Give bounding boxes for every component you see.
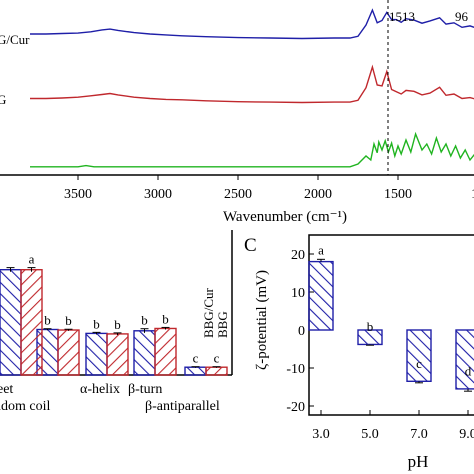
y-axis-label-zeta: ζ-potential (mV) [254, 270, 270, 370]
ftir-spectra [30, 8, 474, 168]
y-tick-label: 0 [298, 324, 305, 339]
significance-letter: b [93, 316, 100, 331]
significance-letter: c [193, 351, 199, 366]
x-tick-label: 1500 [384, 187, 412, 202]
structure-category-label: eet [0, 382, 13, 397]
structure-bar [133, 330, 156, 376]
x-axis-label-wavenumber: Wavenumber (cm⁻¹) [223, 209, 347, 225]
structure-bar [154, 327, 177, 376]
zeta-bar [308, 260, 334, 331]
structure-bar [106, 333, 129, 376]
significance-letter: b [114, 317, 121, 332]
x-tick-label-ph: 5.0 [361, 427, 379, 442]
wavenumber-axis-ticks: 3500 3000 2500 2000 1500 10 [64, 175, 474, 202]
y-tick-label: -20 [286, 400, 305, 415]
zeta-bar [455, 329, 474, 390]
x-tick-label-ph: 7.0 [410, 427, 428, 442]
significance-letter: b [141, 313, 148, 328]
series-label-gcur: G/Cur [0, 32, 30, 47]
structure-bar [0, 269, 22, 376]
significance-letter: b [367, 319, 374, 334]
x-tick-label: 3000 [144, 187, 172, 202]
significance-letter: d [465, 364, 472, 379]
structure-category-labels: eet ndom coil α-helix β-turn β-antiparallel [0, 382, 220, 414]
significance-letter: c [214, 351, 220, 366]
zeta-potential-panel: C ζ-potential (mV) 20 10 0 -10 -20 3.0 5.0 7.0 9… [244, 234, 474, 471]
structure-category-label: ndom coil [0, 399, 50, 414]
panel-label-c: C [244, 235, 257, 256]
structure-bar [205, 366, 228, 376]
x-tick-label: 2500 [224, 187, 252, 202]
x-tick-label: 10 [471, 187, 474, 202]
legend-bbgcur: BBG/Cur [201, 287, 216, 338]
ftir-spectrum-panel: 1513 96 G/Cur G 3500 3000 2500 2000 1500 10 W… [0, 0, 474, 225]
spectrum-line-2 [30, 131, 474, 168]
significance-letter: b [44, 313, 51, 328]
structure-category-label: β-antiparallel [145, 399, 220, 414]
y-tick-label: 20 [291, 248, 305, 263]
significance-letter: b [65, 313, 72, 328]
series-label-g: G [0, 92, 6, 107]
structure-bar [57, 329, 80, 376]
x-tick-label-ph: 9.0 [459, 427, 474, 442]
significance-letter: c [416, 356, 422, 371]
x-tick-label-ph: 3.0 [312, 427, 330, 442]
annotation-1513: 1513 [389, 9, 415, 24]
structure-bar [85, 332, 108, 376]
spectrum-line-1 [30, 64, 474, 104]
significance-letter: a [29, 252, 35, 267]
y-tick-label: -10 [286, 362, 305, 377]
zeta-bars: a b c d [308, 242, 474, 392]
x-tick-label: 2000 [304, 187, 332, 202]
annotation-96: 96 [455, 9, 469, 24]
spectrum-line-0 [30, 8, 474, 40]
structure-bar [20, 269, 43, 376]
zeta-bar [406, 329, 432, 382]
x-tick-label: 3500 [64, 187, 92, 202]
structure-bar [184, 366, 207, 376]
significance-letter: a [318, 242, 324, 257]
structure-category-label: α-helix [80, 382, 120, 397]
significance-letter: b [162, 311, 169, 326]
structure-category-label: β-turn [128, 382, 162, 397]
x-axis-label-ph: pH [408, 452, 429, 471]
y-tick-label: 10 [291, 286, 305, 301]
legend-bbg: BBG [215, 311, 230, 338]
zeta-plot-frame [308, 234, 474, 416]
